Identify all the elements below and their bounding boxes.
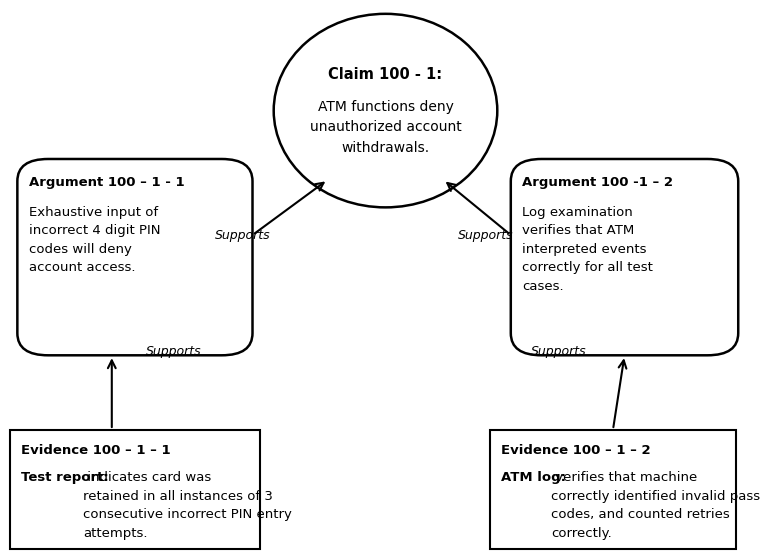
- Text: Claim 100 - 1:: Claim 100 - 1:: [328, 67, 443, 82]
- Text: Evidence 100 – 1 – 1: Evidence 100 – 1 – 1: [21, 444, 171, 457]
- Text: Supports: Supports: [531, 345, 587, 358]
- Bar: [9, 430, 261, 549]
- Text: Supports: Supports: [215, 228, 271, 242]
- Text: verifies that machine
correctly identified invalid pass
codes, and counted retri: verifies that machine correctly identifi…: [551, 471, 760, 540]
- Text: Supports: Supports: [146, 345, 201, 358]
- Text: ATM log:: ATM log:: [501, 471, 566, 484]
- Text: Log examination
verifies that ATM
interpreted events
correctly for all test
case: Log examination verifies that ATM interp…: [523, 206, 653, 293]
- Ellipse shape: [274, 14, 497, 207]
- Text: Test report:: Test report:: [21, 471, 109, 484]
- FancyBboxPatch shape: [511, 159, 738, 355]
- Text: Argument 100 -1 – 2: Argument 100 -1 – 2: [523, 176, 673, 189]
- Bar: [490, 430, 736, 549]
- Text: Evidence 100 – 1 – 2: Evidence 100 – 1 – 2: [501, 444, 651, 457]
- Text: indicates card was
retained in all instances of 3
consecutive incorrect PIN entr: indicates card was retained in all insta…: [82, 471, 291, 540]
- Text: Exhaustive input of
incorrect 4 digit PIN
codes will deny
account access.: Exhaustive input of incorrect 4 digit PI…: [29, 206, 160, 274]
- Text: Argument 100 – 1 - 1: Argument 100 – 1 - 1: [29, 176, 184, 189]
- Text: ATM functions deny
unauthorized account
withdrawals.: ATM functions deny unauthorized account …: [310, 100, 461, 155]
- FancyBboxPatch shape: [17, 159, 252, 355]
- Text: Supports: Supports: [458, 228, 513, 242]
